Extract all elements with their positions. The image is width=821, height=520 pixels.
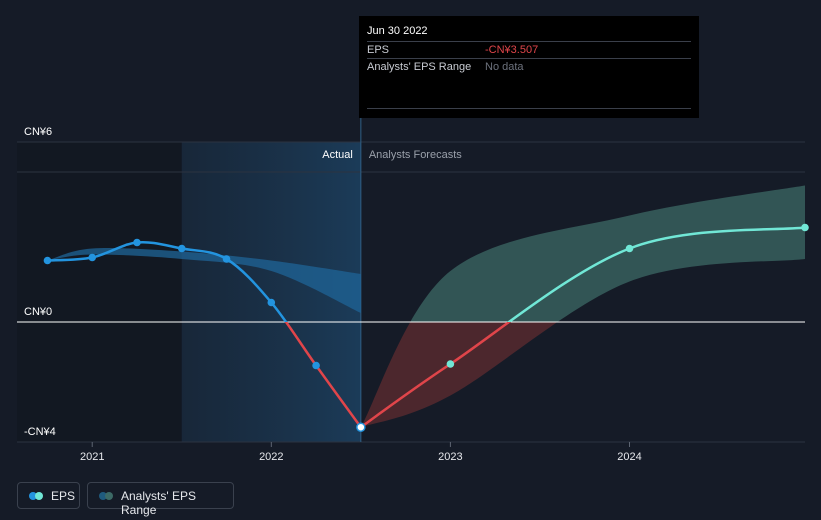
eps-actual-line (47, 240, 288, 322)
eps-actual-point (177, 244, 186, 253)
legend-eps-dot-forecast (35, 492, 43, 500)
actual-section-label: Actual (322, 149, 353, 161)
legend-eps-dot-actual (29, 492, 37, 500)
legend-range[interactable]: Analysts' EPS Range (87, 482, 234, 517)
y-tick-label: CN¥0 (24, 306, 52, 318)
tooltip-range-row: Analysts' EPS Range No data (367, 58, 691, 75)
eps-actual-point (88, 253, 97, 262)
legend-range-dot-past (99, 492, 107, 500)
forecast-range-band-negative (360, 322, 558, 428)
eps-forecast-point (801, 223, 809, 232)
y-tick-label: -CN¥4 (24, 426, 56, 438)
eps-actual-point (43, 256, 52, 265)
eps-actual-point (356, 422, 366, 432)
eps-actual-point (312, 361, 320, 370)
tooltip-date: Jun 30 2022 (367, 25, 428, 37)
x-tick-label: 2024 (617, 451, 641, 463)
eps-actual-point (133, 238, 141, 247)
eps-forecast-point (446, 360, 455, 368)
tooltip-eps-row: EPS -CN¥3.507 (367, 41, 691, 58)
forecast-section-label: Analysts Forecasts (369, 149, 462, 161)
x-tick-label: 2022 (259, 451, 283, 463)
eps-actual-point (222, 255, 231, 263)
legend-eps[interactable]: EPS (17, 482, 80, 509)
tooltip-range-label: Analysts' EPS Range (367, 61, 472, 73)
legend-eps-label: EPS (51, 489, 76, 503)
past-background (17, 142, 182, 442)
eps-forecast-point (625, 244, 634, 253)
legend-range-label: Analysts' EPS Range (121, 489, 196, 517)
x-tick-label: 2021 (80, 451, 104, 463)
y-tick-label: CN¥6 (24, 126, 52, 138)
tooltip-eps-value: -CN¥3.507 (485, 44, 539, 56)
forecast-range-band-positive (410, 185, 805, 322)
eps-actual-point (267, 298, 276, 307)
legend-range-dot-forecast (105, 492, 113, 500)
x-tick-label: 2023 (438, 451, 462, 463)
eps-forecast-line (506, 226, 806, 322)
tooltip-eps-label: EPS (367, 44, 390, 56)
past-eps-range-band (47, 248, 361, 313)
tooltip-divider (367, 108, 691, 109)
tooltip-range-value: No data (485, 61, 524, 73)
eps-forecast-line-negative (360, 322, 512, 429)
tooltip: Jun 30 2022 EPS -CN¥3.507 Analysts' EPS … (359, 16, 699, 118)
